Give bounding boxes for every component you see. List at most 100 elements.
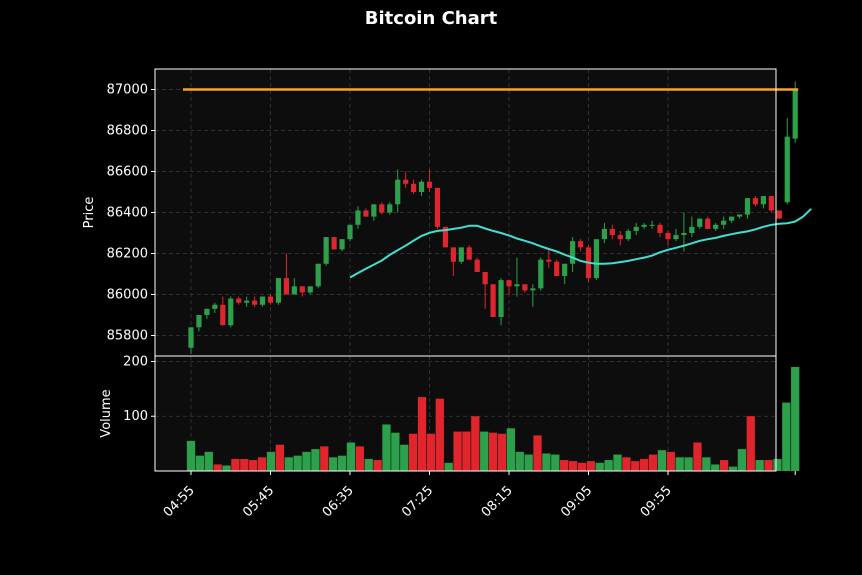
price-y-tick-label: 85800 (107, 329, 148, 344)
candle-body (450, 247, 456, 262)
candle-body (649, 224, 655, 226)
volume-bar (773, 458, 782, 471)
volume-bar (577, 462, 587, 471)
volume-bar (382, 424, 391, 471)
volume-bar (622, 457, 631, 471)
volume-bar (719, 460, 729, 471)
candle-body (514, 284, 520, 287)
candle-body (434, 187, 441, 227)
candle-body (673, 235, 679, 240)
volume-bar (791, 366, 800, 471)
volume-bar (666, 451, 675, 471)
volume-bar (711, 464, 720, 471)
volume-bar (240, 458, 249, 471)
volume-bar (568, 461, 578, 471)
volume-bar (266, 451, 276, 471)
candle-body (562, 263, 568, 277)
price-y-tick-label: 87000 (107, 83, 148, 98)
volume-bar (675, 457, 684, 471)
candle-body (570, 241, 576, 264)
chart-title: Bitcoin Chart (364, 8, 498, 29)
candle-body (267, 296, 274, 303)
x-tick-label: 09:55 (638, 483, 675, 520)
candle-body (721, 220, 727, 225)
candle-body (530, 288, 536, 291)
moving-average-line (349, 208, 812, 279)
candle-body (744, 198, 751, 215)
candle-body (625, 230, 631, 240)
price-y-tick-label: 86600 (107, 165, 148, 180)
candle-body (784, 136, 790, 203)
volume-bar (497, 433, 507, 471)
candle-body (498, 280, 504, 318)
volume-bar (542, 453, 551, 471)
candle-body (323, 237, 329, 264)
volume-bar (364, 458, 373, 471)
volume-bar (560, 460, 569, 471)
volume-bar (595, 462, 604, 471)
volume-bar (444, 462, 453, 471)
candle-body (236, 298, 242, 303)
volume-bar (249, 460, 258, 471)
candle-body (259, 296, 266, 305)
volume-bar (355, 446, 364, 471)
candle-body (760, 196, 766, 205)
candle-body (474, 259, 480, 272)
candle-body (291, 286, 297, 295)
volume-bar (391, 432, 400, 471)
candle-body (657, 224, 663, 233)
volume-bar (533, 435, 542, 471)
price-y-tick-label: 86800 (107, 124, 148, 139)
volume-bar (586, 461, 595, 471)
volume-bar (480, 431, 489, 471)
volume-bar (782, 402, 791, 471)
candle-body (609, 228, 615, 236)
volume-bar (195, 455, 205, 471)
volume-bar (346, 442, 356, 471)
volume-bar (613, 454, 622, 471)
candle-body (697, 218, 703, 227)
x-tick-label: 06:35 (320, 483, 357, 520)
candle-body (275, 278, 282, 303)
candle-body (713, 224, 719, 229)
candle-body (188, 327, 194, 348)
volume-bar (275, 444, 284, 471)
candle-body (776, 210, 782, 219)
volume-panel-border (154, 355, 777, 472)
volume-bar (337, 455, 347, 471)
candle-body (577, 241, 584, 248)
candle-body (411, 183, 417, 192)
volume-bar (684, 457, 693, 471)
candle-body (418, 181, 425, 192)
candle-body (403, 179, 409, 184)
volume-bar (302, 451, 311, 471)
volume-bar (257, 457, 267, 471)
volume-bar (408, 433, 418, 471)
candle-body (729, 216, 735, 221)
volume-bar (604, 460, 613, 471)
candle-body (228, 298, 234, 326)
candle-body (283, 278, 289, 295)
candle-body (347, 224, 353, 240)
volume-bar (702, 457, 711, 471)
candle-body (522, 284, 528, 291)
candle-body (633, 226, 639, 231)
volume-bar (648, 454, 658, 471)
candle-body (252, 300, 258, 305)
candle-body (387, 204, 393, 213)
candle-body (546, 259, 552, 262)
candle-body (752, 198, 759, 205)
volume-bar (693, 442, 702, 471)
candle-body (395, 179, 401, 205)
x-tick-label: 07:25 (399, 483, 436, 520)
candle-body (363, 210, 369, 217)
volume-bar (764, 460, 773, 471)
candle-body (196, 315, 202, 328)
volume-bar (373, 460, 382, 471)
volume-bar (551, 454, 560, 471)
volume-bar (471, 416, 480, 471)
volume-bar (515, 451, 524, 471)
candle-body (307, 286, 313, 293)
